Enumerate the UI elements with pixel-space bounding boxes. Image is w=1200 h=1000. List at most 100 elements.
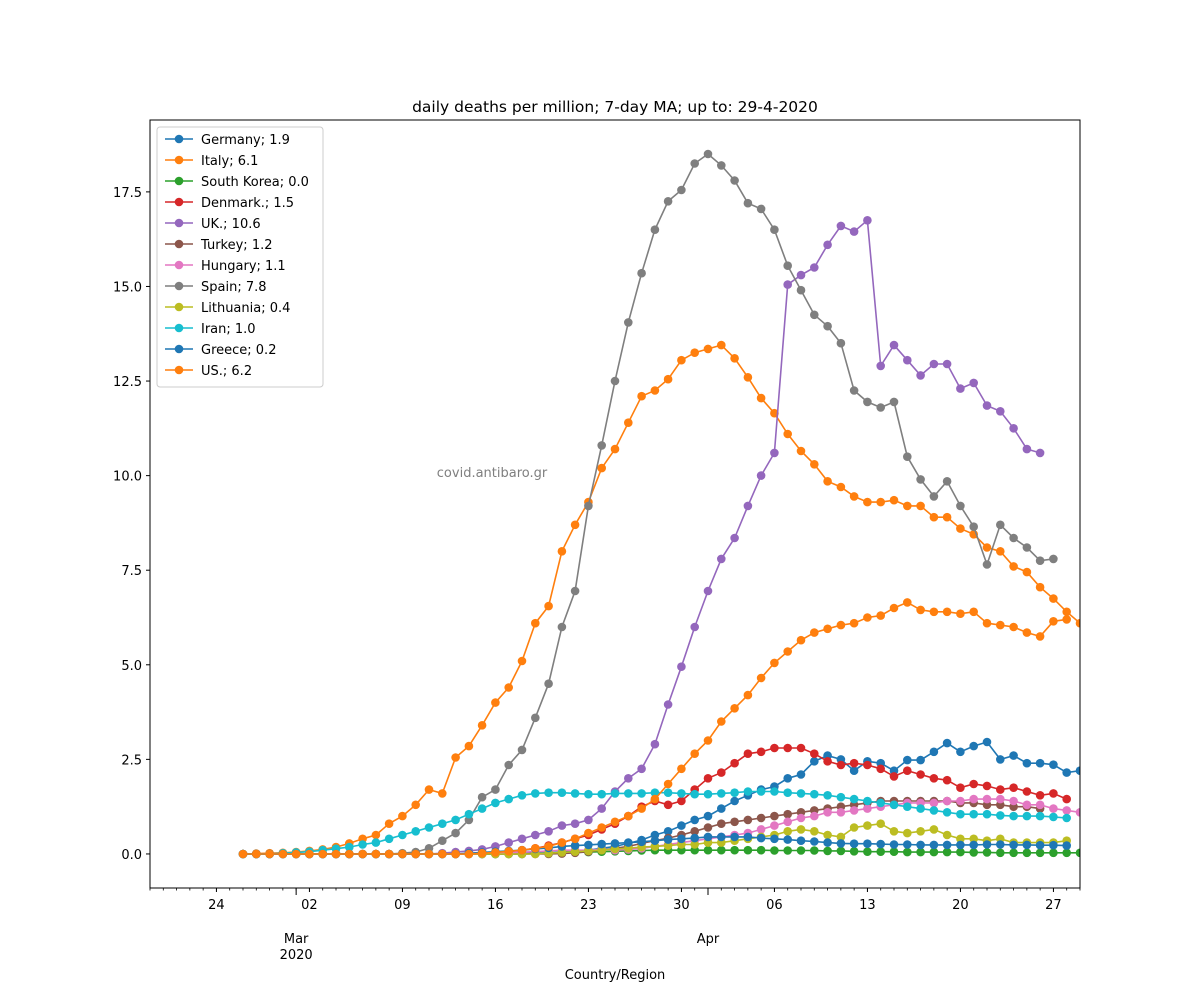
data-point (810, 811, 819, 821)
data-point (464, 741, 474, 751)
data-point (1022, 811, 1032, 821)
x-tick-label: 16 (487, 898, 504, 913)
data-point (1009, 840, 1018, 850)
data-point (637, 268, 646, 278)
data-point (677, 821, 686, 830)
data-point (756, 833, 766, 843)
data-point (929, 825, 939, 834)
data-point (690, 789, 699, 799)
data-point (491, 848, 500, 857)
data-point (863, 397, 872, 407)
data-point (783, 835, 792, 844)
data-point (996, 755, 1005, 764)
data-point (424, 823, 434, 832)
data-point (982, 809, 992, 819)
data-point (876, 839, 885, 849)
data-point (1022, 800, 1032, 810)
data-point (903, 598, 912, 607)
data-point (1022, 848, 1032, 858)
data-point (743, 832, 753, 842)
data-point (1049, 804, 1058, 813)
data-point (730, 817, 739, 827)
data-point (863, 804, 872, 813)
data-point (624, 789, 633, 798)
data-point (1035, 848, 1045, 858)
data-point (916, 827, 925, 836)
data-point (903, 847, 912, 857)
data-point (969, 741, 978, 751)
data-point (889, 827, 899, 836)
y-tick-label: 10.0 (113, 470, 142, 485)
data-point (278, 849, 288, 859)
y-tick-label: 12.5 (113, 375, 142, 390)
legend-item: Germany; 1.9 (165, 133, 290, 148)
data-point (929, 492, 939, 501)
data-point (823, 757, 832, 766)
data-point (637, 804, 646, 813)
data-point (942, 847, 952, 857)
data-point (717, 340, 726, 350)
data-point (637, 837, 646, 847)
data-point (796, 836, 806, 845)
data-point (544, 679, 553, 688)
data-point (849, 386, 859, 395)
data-point (1035, 840, 1045, 850)
data-point (703, 344, 713, 354)
data-point (557, 838, 567, 847)
data-point (889, 840, 899, 849)
legend-item: Hungary; 1.1 (165, 259, 286, 274)
data-point (610, 376, 620, 386)
data-point (663, 779, 673, 789)
data-point (889, 847, 899, 856)
data-point (597, 845, 606, 855)
data-point (451, 849, 460, 859)
data-point (876, 611, 885, 620)
data-point (610, 839, 620, 848)
data-point (956, 501, 965, 511)
x-tick-label: 30 (673, 898, 690, 913)
data-point (942, 477, 952, 486)
data-point (996, 794, 1005, 804)
y-axis: 0.0 2.5 5.0 7.5 10.0 12.5 15.0 17.5 (113, 186, 150, 863)
data-point (637, 391, 646, 401)
data-point (982, 737, 992, 747)
data-point (863, 216, 872, 225)
data-point (610, 444, 620, 454)
data-point (663, 827, 673, 836)
data-point (969, 834, 978, 844)
data-point (863, 796, 872, 806)
data-point (703, 774, 713, 783)
data-point (557, 788, 567, 797)
data-point (810, 757, 819, 766)
data-point (384, 834, 394, 844)
data-point (345, 842, 354, 852)
data-point (942, 512, 952, 522)
data-point (663, 835, 673, 844)
data-point (969, 794, 978, 804)
data-point (743, 501, 753, 511)
data-point (743, 845, 753, 855)
legend-marker (174, 365, 184, 375)
data-point (531, 830, 540, 840)
data-point (1089, 778, 1098, 787)
data-point (996, 840, 1005, 849)
data-point (756, 813, 766, 823)
data-point (703, 811, 713, 821)
data-point (703, 586, 713, 596)
data-point (730, 704, 739, 713)
data-point (730, 533, 739, 543)
data-point (517, 845, 527, 855)
legend-item: Lithuania; 0.4 (165, 301, 290, 316)
x-month-label: Apr (697, 932, 720, 947)
data-point (903, 452, 912, 462)
data-point (863, 760, 872, 770)
data-point (823, 838, 832, 847)
data-point (876, 819, 885, 828)
data-point (371, 830, 381, 840)
data-point (717, 768, 726, 777)
data-point (504, 683, 513, 692)
data-point (438, 849, 447, 859)
data-point (1049, 848, 1058, 858)
data-point (929, 806, 939, 815)
x-tick-label: 23 (580, 898, 597, 913)
